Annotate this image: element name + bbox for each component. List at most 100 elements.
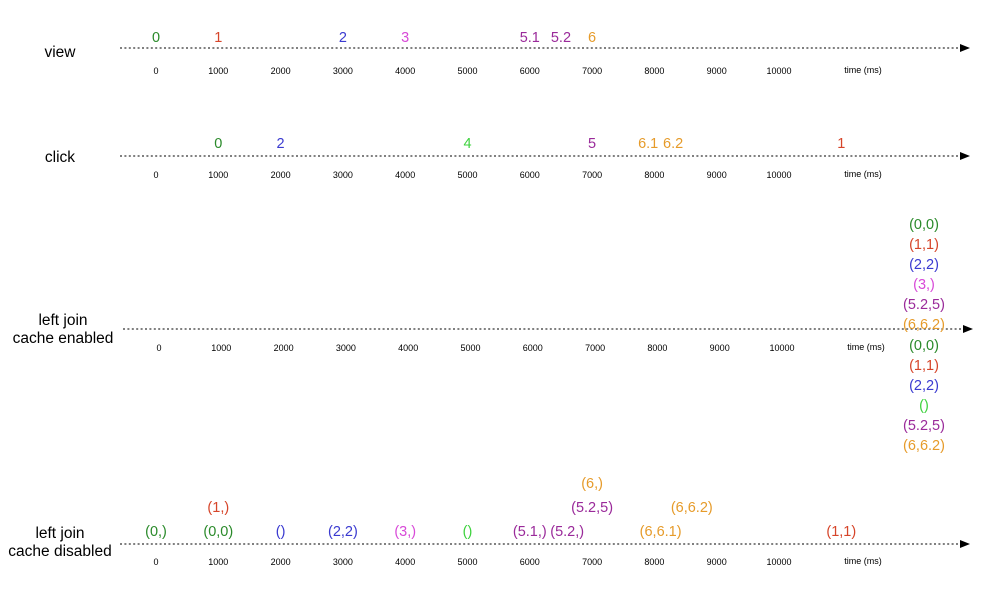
event-label: (1,1) <box>826 524 856 540</box>
tick-label: 8000 <box>647 343 667 353</box>
tick-label: 8000 <box>644 170 664 180</box>
tick-label: 5000 <box>457 66 477 76</box>
final-result-above: (1,1) <box>909 237 939 253</box>
axis-arrowhead-icon <box>960 152 970 160</box>
tick-label: 6000 <box>520 66 540 76</box>
axis-arrowhead-icon <box>960 540 970 548</box>
event-label: 0 <box>214 136 222 152</box>
axis-arrowhead-icon <box>963 325 973 333</box>
tick-label: 2000 <box>271 170 291 180</box>
event-label: 5 <box>588 136 596 152</box>
final-result-below: (2,2) <box>909 378 939 394</box>
row-label: left join <box>35 525 84 542</box>
event-label: 1 <box>214 30 222 46</box>
row-click: click 0 1000 2000 3000 4000 5000 6000 7000 8000 90… <box>45 136 970 180</box>
event-label: (5.1,) <box>513 524 547 540</box>
tick-label: 0 <box>156 343 161 353</box>
event-label: 6.1 <box>638 136 658 152</box>
final-result-below: (1,1) <box>909 358 939 374</box>
tick-label: 7000 <box>585 343 605 353</box>
event-label: () <box>463 524 473 540</box>
tick-label: 3000 <box>336 343 356 353</box>
event-label: (1,) <box>207 500 229 516</box>
row-label: cache disabled <box>8 543 111 560</box>
tick-label: 7000 <box>582 557 602 567</box>
event-label: (3,) <box>394 524 416 540</box>
event-label: 3 <box>401 30 409 46</box>
tick-label: 7000 <box>582 170 602 180</box>
axis-unit-label: time (ms) <box>844 65 882 75</box>
tick-label: 1000 <box>208 66 228 76</box>
tick-label: 4000 <box>395 170 415 180</box>
event-label: 1 <box>837 136 845 152</box>
final-result-below: (6,6.2) <box>903 438 945 454</box>
tick-label: 3000 <box>333 170 353 180</box>
tick-label: 9000 <box>707 557 727 567</box>
final-result-below: (0,0) <box>909 338 939 354</box>
tick-label: 1000 <box>208 557 228 567</box>
event-label: () <box>276 524 286 540</box>
event-label: 2 <box>277 136 285 152</box>
tick-label: 6000 <box>520 170 540 180</box>
tick-label: 5000 <box>457 557 477 567</box>
tick-label: 0 <box>153 557 158 567</box>
axis-arrowhead-icon <box>960 44 970 52</box>
tick-label: 9000 <box>707 170 727 180</box>
row-view: view 0 1000 2000 3000 4000 5000 6000 7000 8000 900… <box>44 30 970 76</box>
tick-label: 2000 <box>271 66 291 76</box>
event-label: 5.2 <box>551 30 571 46</box>
event-label: (5.2,) <box>550 524 584 540</box>
tick-label: 1000 <box>211 343 231 353</box>
tick-label: 5000 <box>460 343 480 353</box>
tick-label: 3000 <box>333 557 353 567</box>
row-label: left join <box>38 312 87 329</box>
tick-label: 4000 <box>395 557 415 567</box>
event-label: 5.1 <box>520 30 540 46</box>
axis-unit-label: time (ms) <box>847 342 885 352</box>
tick-label: 8000 <box>644 66 664 76</box>
event-label: 0 <box>152 30 160 46</box>
tick-label: 5000 <box>457 170 477 180</box>
tick-label: 0 <box>153 66 158 76</box>
tick-label: 4000 <box>395 66 415 76</box>
event-label: (0,0) <box>203 524 233 540</box>
row-label: view <box>44 44 76 61</box>
tick-label: 6000 <box>523 343 543 353</box>
final-result-above: (6,6.2) <box>903 317 945 333</box>
tick-label: 6000 <box>520 557 540 567</box>
tick-label: 10000 <box>766 170 791 180</box>
event-label: (0,) <box>145 524 167 540</box>
final-result-below: () <box>919 398 929 414</box>
axis-unit-label: time (ms) <box>844 169 882 179</box>
event-label: 4 <box>463 136 471 152</box>
event-label: (6,6.2) <box>671 500 713 516</box>
row-label: click <box>45 149 75 166</box>
event-label: 6.2 <box>663 136 683 152</box>
tick-label: 4000 <box>398 343 418 353</box>
tick-label: 10000 <box>769 343 794 353</box>
event-label: (6,6.1) <box>640 524 682 540</box>
tick-label: 9000 <box>707 66 727 76</box>
tick-label: 7000 <box>582 66 602 76</box>
tick-label: 2000 <box>274 343 294 353</box>
final-result-above: (0,0) <box>909 217 939 233</box>
tick-label: 0 <box>153 170 158 180</box>
tick-label: 2000 <box>271 557 291 567</box>
tick-label: 10000 <box>766 557 791 567</box>
final-result-below: (5.2,5) <box>903 418 945 434</box>
axis-unit-label: time (ms) <box>844 556 882 566</box>
event-label: (5.2,5) <box>571 500 613 516</box>
final-result-above: (2,2) <box>909 257 939 273</box>
final-result-above: (5.2,5) <box>903 297 945 313</box>
tick-label: 3000 <box>333 66 353 76</box>
row-label: cache enabled <box>13 330 114 347</box>
event-label: 6 <box>588 30 596 46</box>
tick-label: 8000 <box>644 557 664 567</box>
event-label: (2,2) <box>328 524 358 540</box>
final-result-above: (3,) <box>913 277 935 293</box>
tick-label: 1000 <box>208 170 228 180</box>
